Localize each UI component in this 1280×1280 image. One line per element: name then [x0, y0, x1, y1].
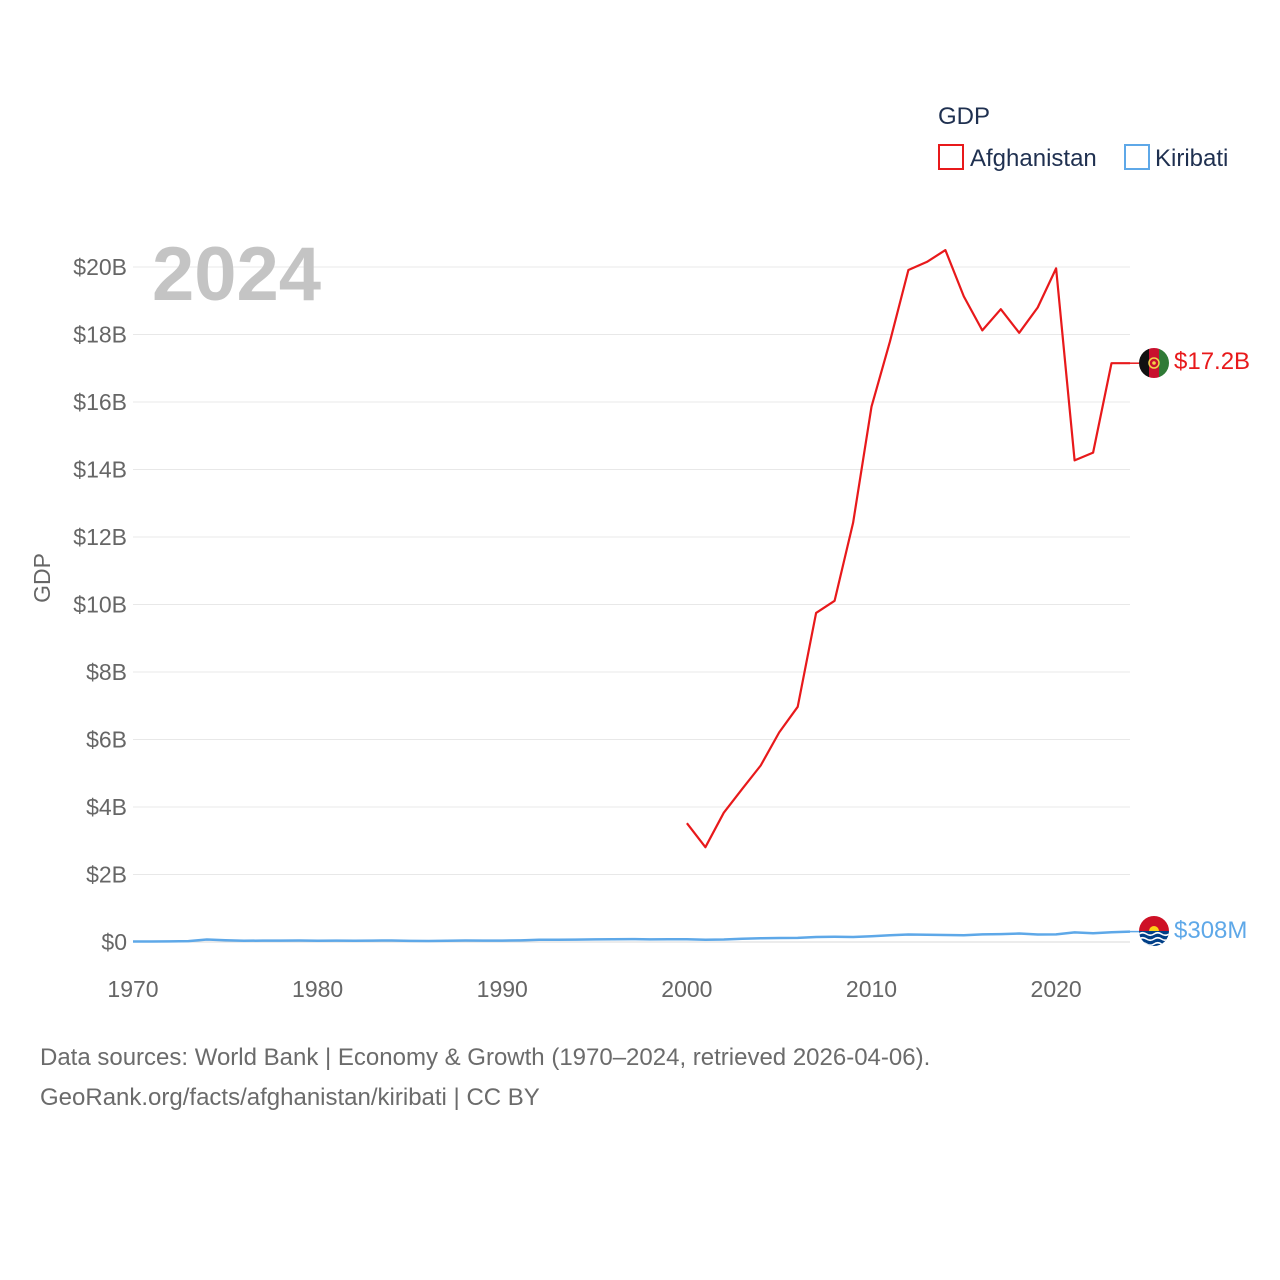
y-axis-title: GDP — [29, 553, 55, 603]
x-tick-label: 1990 — [477, 976, 528, 1002]
kiribati-end-label: $308M — [1174, 917, 1247, 944]
y-tick-label: $0 — [101, 929, 127, 955]
legend: GDP Afghanistan Kiribati — [938, 103, 1228, 172]
x-axis-tick-labels: 1970 1980 1990 2000 2010 2020 — [107, 976, 1081, 1002]
legend-label-afghanistan[interactable]: Afghanistan — [970, 145, 1097, 172]
footer-sources: Data sources: World Bank | Economy & Gro… — [40, 1044, 931, 1071]
y-tick-label: $16B — [73, 389, 127, 415]
x-tick-label: 2010 — [846, 976, 897, 1002]
legend-title: GDP — [938, 103, 990, 130]
y-tick-label: $18B — [73, 322, 127, 348]
legend-swatch-afghanistan[interactable] — [938, 144, 964, 170]
x-tick-label: 1980 — [292, 976, 343, 1002]
afghanistan-flag-icon — [1139, 348, 1169, 378]
afghanistan-end-label: $17.2B — [1174, 348, 1250, 375]
legend-label-kiribati[interactable]: Kiribati — [1155, 145, 1228, 172]
gridlines — [133, 266, 1130, 943]
series-layer — [133, 249, 1139, 943]
footer-attribution[interactable]: GeoRank.org/facts/afghanistan/kiribati |… — [40, 1084, 540, 1111]
x-tick-label: 1970 — [107, 976, 158, 1002]
kiribati-flag-icon — [1139, 916, 1169, 946]
series-line-afghanistan[interactable] — [686, 249, 1130, 849]
year-watermark: 2024 — [152, 232, 321, 317]
legend-swatch-kiribati[interactable] — [1124, 144, 1150, 170]
y-tick-label: $12B — [73, 524, 127, 550]
y-tick-label: $10B — [73, 592, 127, 618]
y-tick-label: $2B — [86, 862, 127, 888]
y-tick-label: $8B — [86, 659, 127, 685]
y-tick-label: $4B — [86, 794, 127, 820]
series-line-kiribati[interactable] — [133, 930, 1131, 943]
x-tick-label: 2000 — [661, 976, 712, 1002]
y-tick-label: $20B — [73, 254, 127, 280]
x-tick-label: 2020 — [1031, 976, 1082, 1002]
y-tick-label: $14B — [73, 457, 127, 483]
y-axis-tick-labels: $0 $2B $4B $6B $8B $10B $12B $14B $16B $18B $20B — [73, 254, 127, 955]
y-tick-label: $6B — [86, 727, 127, 753]
